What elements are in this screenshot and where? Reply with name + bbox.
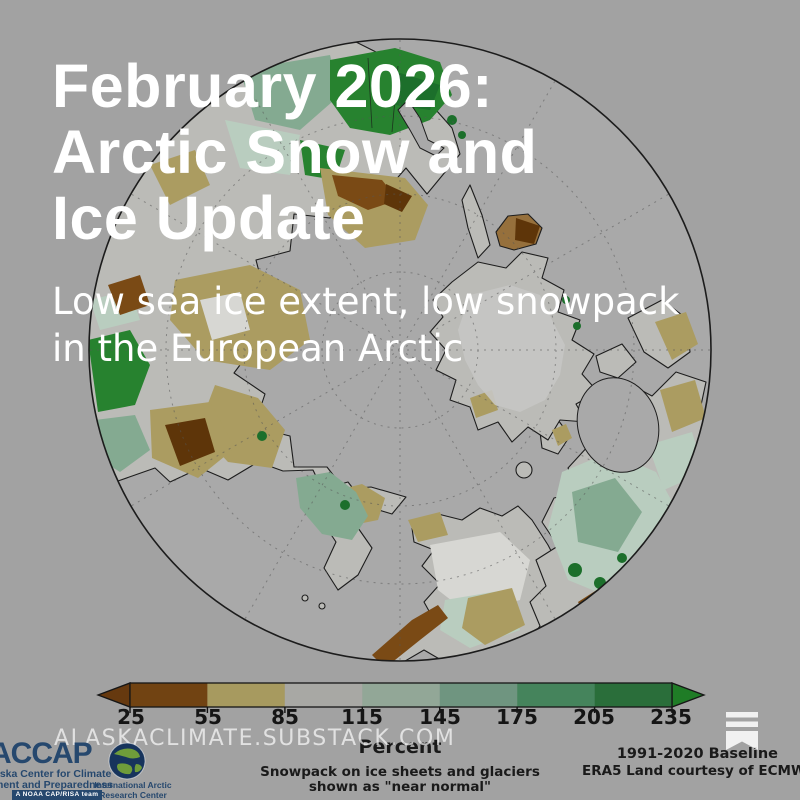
hudson-bay: [576, 377, 660, 473]
noaa-banner: A NOAA CAP/RISA team: [12, 790, 102, 800]
title-line-2: Arctic Snow and: [52, 118, 538, 186]
colorbar-segments: [130, 683, 672, 707]
colorbar-border: [129, 682, 673, 708]
sea-overlays: [397, 99, 660, 473]
title-line-3: Ice Update: [52, 184, 366, 252]
subtitle-line-2: in the European Arctic: [52, 327, 464, 370]
colorbar-left-arrow: [96, 682, 131, 708]
snowpack-note-line-1: Snowpack on ice sheets and glaciers: [260, 764, 540, 780]
colorbar-tick-label: 55: [194, 705, 222, 729]
colorbar-tick-label: 145: [419, 705, 461, 729]
percent-colorbar: [96, 682, 706, 713]
snowpack-note-line-2: shown as "near normal": [308, 779, 492, 795]
substack-bookmark-icon[interactable]: [726, 712, 758, 750]
colorbar-tick-label: 235: [650, 705, 692, 729]
title-line-1: February 2026:: [52, 52, 493, 120]
colorbar-tick-label: 25: [117, 705, 145, 729]
accap-logo-text: ACCAP: [0, 737, 93, 770]
map-rim: [88, 38, 712, 662]
subtitle-line-1: Low sea ice extent, low snowpack: [52, 280, 680, 323]
colorbar-tick-label: 175: [496, 705, 538, 729]
colorbar-tick-label: 85: [271, 705, 299, 729]
baltic-sea: [397, 99, 445, 157]
country-borders: [367, 57, 399, 133]
colorbar-ticks: [129, 707, 673, 713]
accap-name-line-2: ment and Preparedness: [0, 779, 114, 791]
graticule: [89, 39, 711, 661]
iarc-logo-text: International Arctic Research Center: [94, 780, 172, 800]
greenland-icecap: [458, 285, 565, 412]
colorbar-unit-label: Percent: [358, 736, 442, 758]
iarc-name-line-2: Research Center: [99, 789, 167, 800]
page-subtitle: Low sea ice extent, low snowpack in the …: [52, 278, 732, 372]
data-attribution: ERA5 Land courtesy of ECMWF/Co: [582, 763, 800, 779]
page-title: February 2026: Arctic Snow and Ice Updat…: [52, 53, 692, 251]
colorbar-right-arrow: [671, 682, 706, 708]
iarc-globe-icon: [108, 742, 146, 780]
colorbar-tick-label: 115: [341, 705, 383, 729]
accap-name-line-1: aska Center for Climate: [0, 768, 112, 780]
baseline-note: 1991-2020 Baseline: [616, 746, 778, 762]
iarc-name-line-1: International Arctic: [94, 780, 172, 790]
colorbar-tick-label: 205: [573, 705, 615, 729]
